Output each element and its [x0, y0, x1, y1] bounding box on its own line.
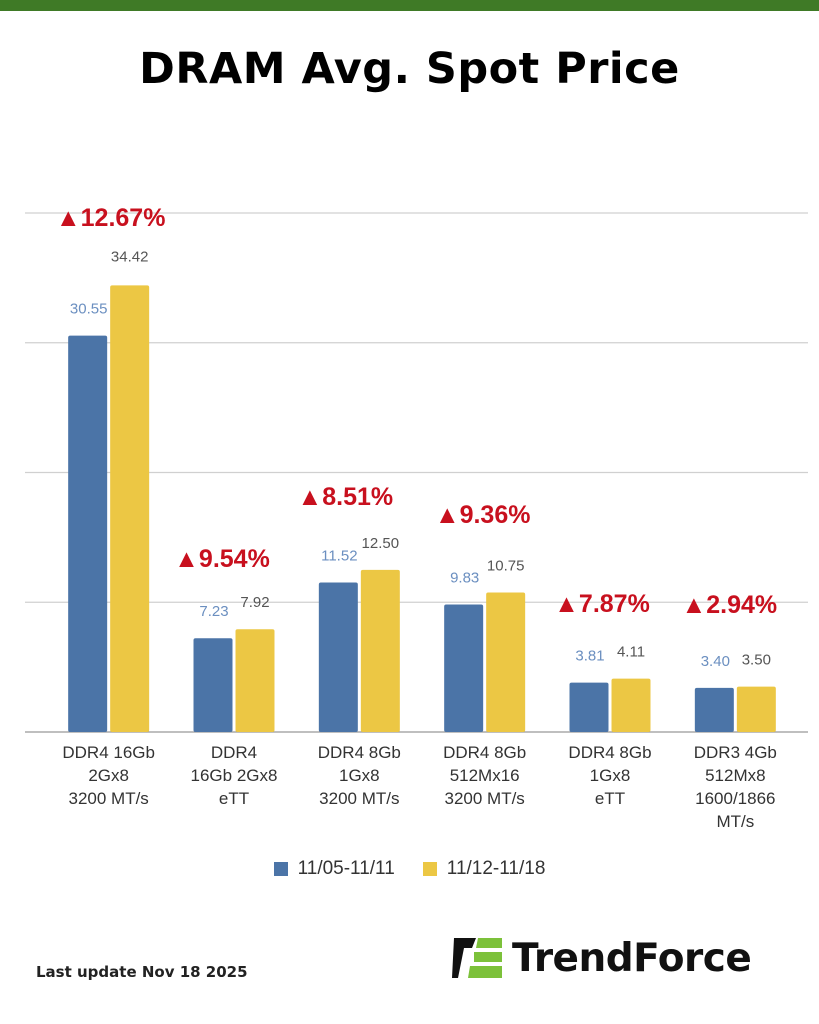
category-label: DDR4 8Gb — [568, 743, 651, 762]
change-label: ▲9.36% — [435, 501, 531, 529]
category-label: DDR4 16Gb — [62, 743, 155, 762]
bar-series2 — [110, 285, 150, 732]
trendforce-logo: TrendForce — [452, 934, 752, 982]
bar-series2 — [486, 592, 526, 732]
data-label-series1: 3.81 — [575, 648, 604, 665]
category-label: DDR3 4Gb — [694, 743, 777, 762]
data-label-series2: 34.42 — [111, 248, 149, 265]
top-accent-bar — [0, 0, 819, 11]
legend-label: 11/12-11/18 — [446, 858, 546, 879]
data-label-series2: 4.11 — [617, 644, 645, 661]
data-label-series1: 11.52 — [321, 548, 357, 565]
category-label: 512Mx8 — [705, 766, 765, 785]
bar-series1 — [193, 638, 233, 732]
category-label: eTT — [595, 789, 625, 808]
category-label: eTT — [219, 789, 249, 808]
bar-series1 — [68, 335, 108, 732]
category-label: 2Gx8 — [88, 766, 129, 785]
change-label: ▲9.54% — [174, 545, 270, 573]
legend: 11/05-11/11 11/12-11/18 — [0, 858, 819, 880]
legend-swatch — [273, 862, 288, 876]
trendforce-logo-icon — [452, 938, 502, 978]
logo-text: TrendForce — [512, 935, 752, 981]
legend-item-series2: 11/12-11/18 — [422, 858, 546, 880]
data-label-series2: 12.50 — [362, 535, 400, 552]
change-label: ▲12.67% — [56, 204, 166, 232]
category-label: DDR4 — [211, 743, 257, 762]
change-label: ▲7.87% — [554, 590, 650, 618]
legend-item-series1: 11/05-11/11 — [273, 858, 395, 880]
bar-series1 — [444, 604, 484, 732]
change-label: ▲8.51% — [298, 483, 394, 511]
legend-label: 11/05-11/11 — [297, 858, 395, 879]
bar-series1 — [318, 582, 358, 732]
category-label: 3200 MT/s — [319, 789, 399, 808]
data-label-series2: 7.92 — [240, 594, 269, 611]
category-label: 1600/1866 — [695, 789, 775, 808]
data-label-series1: 7.23 — [199, 603, 228, 620]
bar-series1 — [569, 682, 609, 732]
data-label-series2: 10.75 — [487, 558, 525, 575]
legend-swatch — [422, 862, 437, 876]
category-label: 512Mx16 — [450, 766, 520, 785]
category-label: 16Gb 2Gx8 — [191, 766, 278, 785]
data-label-series1: 30.55 — [70, 301, 108, 318]
bar-series1 — [694, 687, 734, 732]
category-label: DDR4 8Gb — [443, 743, 526, 762]
category-label: DDR4 8Gb — [318, 743, 401, 762]
change-label: ▲2.94% — [682, 591, 778, 619]
bar-chart: 30.55 34.42 ▲12.67% DDR4 16Gb 2Gx8 3200 MT/s 7… — [25, 204, 808, 831]
bar-series2 — [235, 629, 275, 732]
bar-series2 — [736, 686, 776, 732]
bar-series2 — [611, 678, 651, 732]
category-label: 1Gx8 — [339, 766, 380, 785]
last-update-text: Last update Nov 18 2025 — [36, 963, 248, 981]
category-label: 1Gx8 — [590, 766, 631, 785]
category-label: 3200 MT/s — [69, 789, 149, 808]
data-label-series2: 3.50 — [742, 652, 771, 669]
data-label-series1: 3.40 — [701, 653, 730, 670]
bar-series2 — [360, 569, 400, 732]
category-label: 3200 MT/s — [445, 789, 525, 808]
page-title: DRAM Avg. Spot Price — [139, 44, 680, 94]
data-label-series1: 9.83 — [450, 569, 479, 586]
category-label: MT/s — [716, 812, 754, 831]
